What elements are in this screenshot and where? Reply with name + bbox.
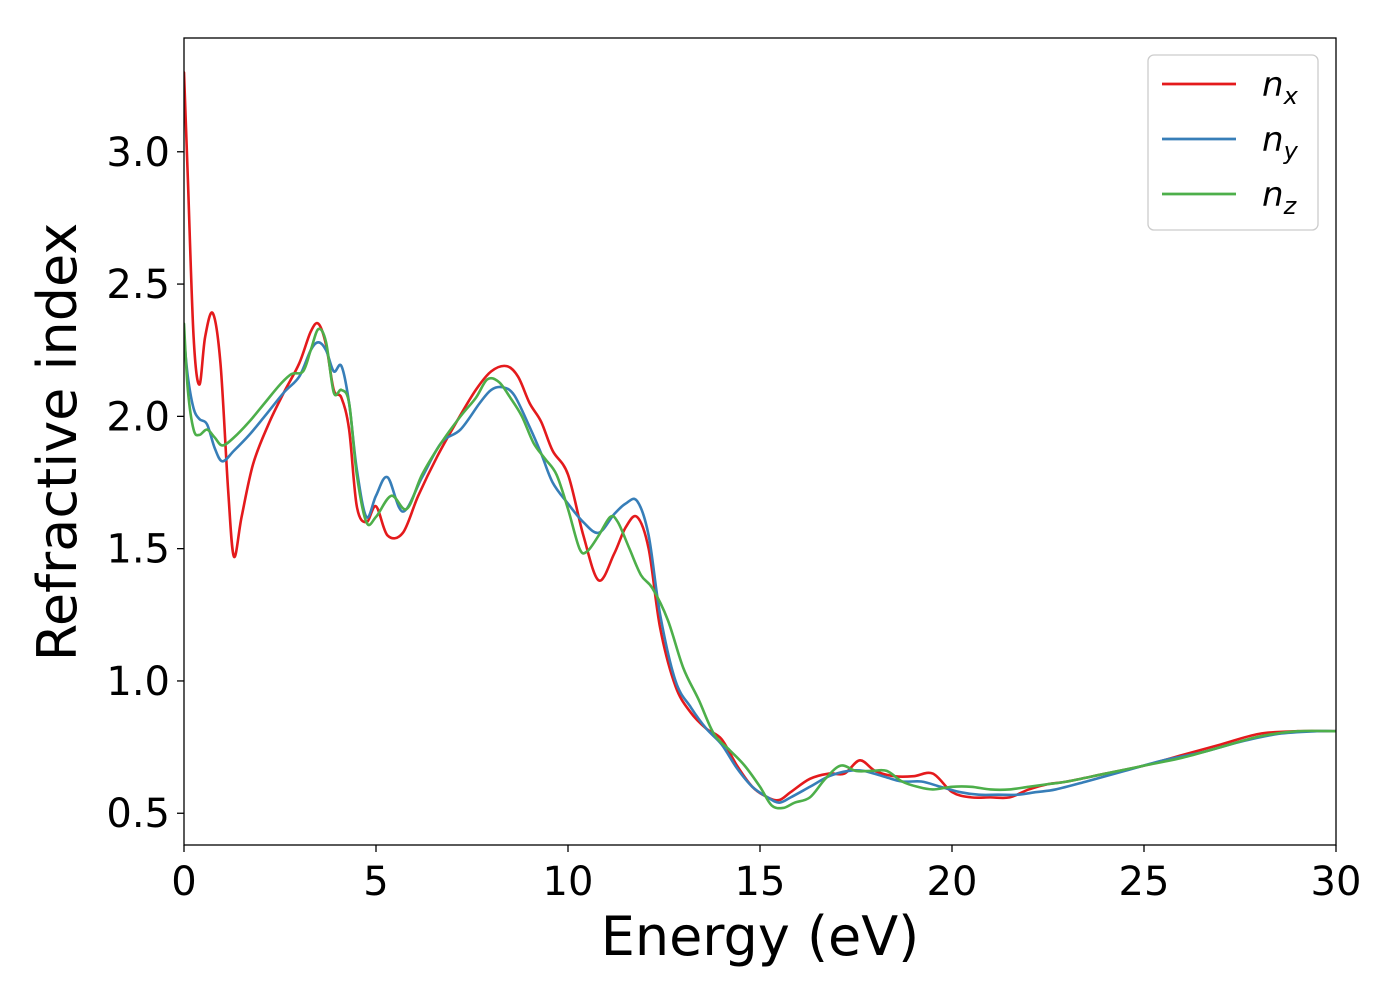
y-tick-label: 1.0	[106, 659, 170, 705]
x-tick-label: 5	[363, 859, 388, 905]
y-tick-label: 2.5	[106, 262, 170, 308]
x-tick-label: 30	[1311, 859, 1362, 905]
series-lines	[184, 71, 1336, 810]
y-tick-label: 2.0	[106, 394, 170, 440]
y-axis-label: Refractive index	[26, 223, 89, 662]
y-tick-label: 0.5	[106, 791, 170, 837]
series-line-nx	[184, 71, 1336, 802]
y-axis-ticks: 0.5 1.0 1.5 2.0 2.5 3.0	[106, 130, 184, 837]
x-tick-label: 20	[927, 859, 978, 905]
x-tick-label: 15	[735, 859, 786, 905]
x-axis-label: Energy (eV)	[601, 905, 920, 968]
legend-box	[1147, 54, 1319, 231]
x-tick-label: 25	[1119, 859, 1170, 905]
x-tick-label: 0	[171, 859, 196, 905]
y-tick-label: 1.5	[106, 527, 170, 573]
series-line-nz	[184, 322, 1336, 810]
x-axis-ticks: 0 5 10 15 20 25 30	[171, 845, 1361, 905]
x-tick-label: 10	[543, 859, 594, 905]
y-tick-label: 3.0	[106, 130, 170, 176]
